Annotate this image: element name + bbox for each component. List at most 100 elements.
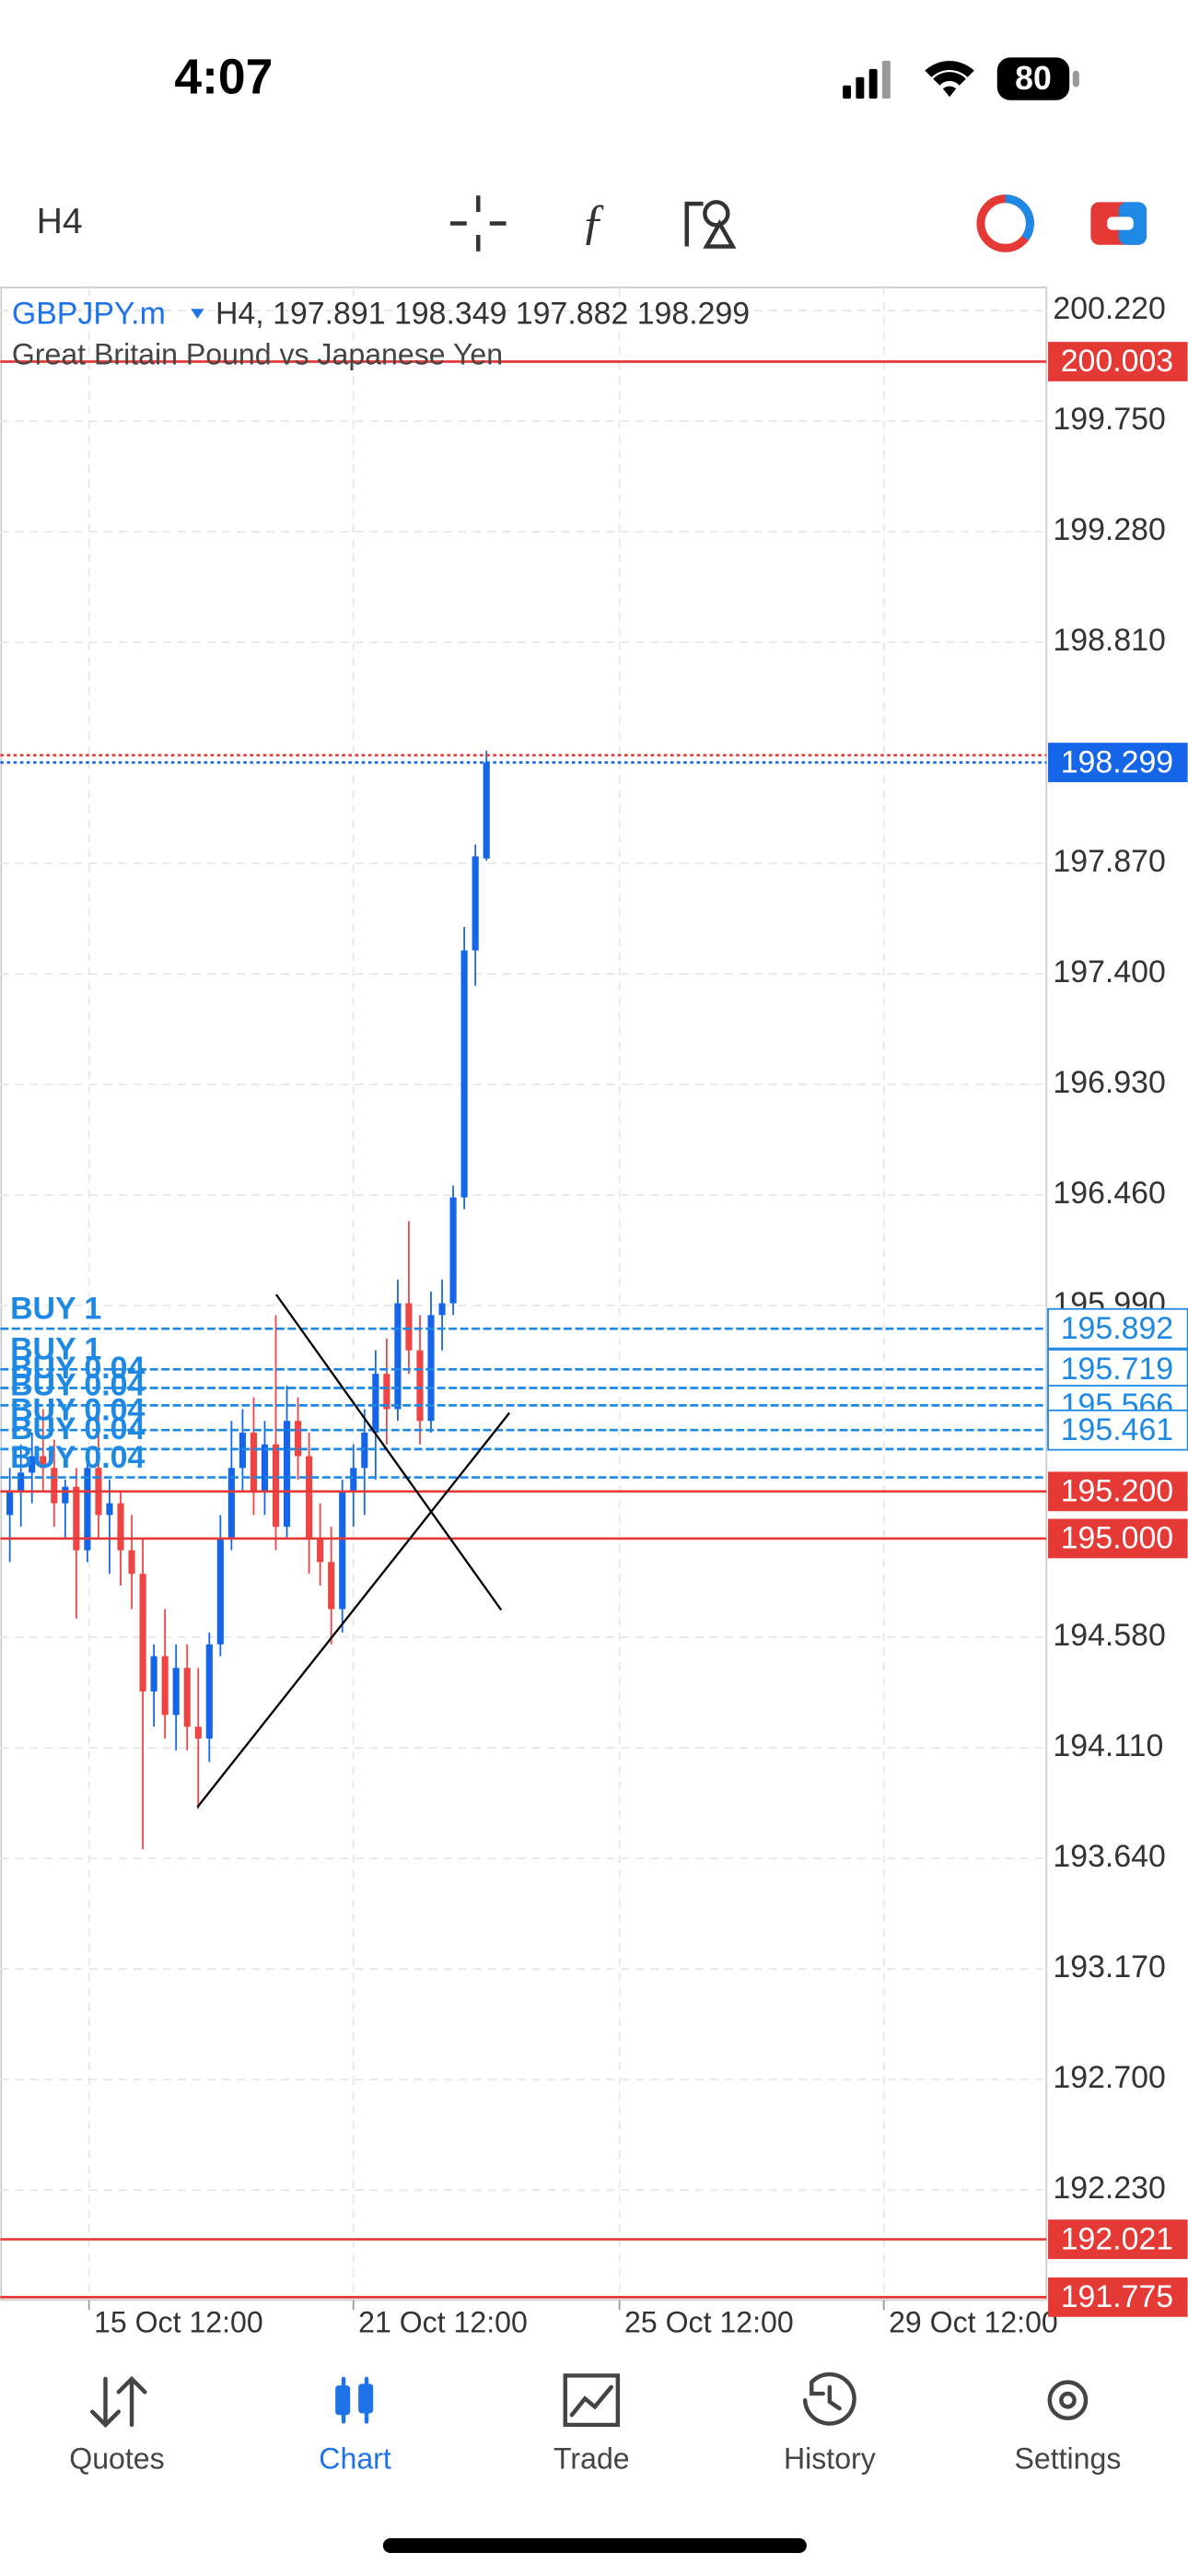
order-label[interactable]: BUY 0.04 — [10, 1368, 145, 1403]
bid-box — [1048, 743, 1188, 782]
candle-body — [394, 1303, 402, 1410]
candle-body — [150, 1656, 157, 1692]
y-tick-label: 193.640 — [1053, 1839, 1165, 1874]
y-tick-label: 193.170 — [1053, 1950, 1165, 1985]
order-price-label: 195.719 — [1061, 1352, 1173, 1387]
signal-icon — [843, 60, 891, 99]
objects-button[interactable] — [684, 200, 737, 249]
candle-body — [194, 1727, 202, 1739]
candle-body — [84, 1468, 91, 1551]
candle-body — [427, 1315, 435, 1422]
tab-icon — [90, 2375, 147, 2429]
candle-body — [250, 1433, 258, 1492]
y-tick-label: 192.230 — [1053, 2171, 1165, 2206]
tab-icon — [802, 2371, 856, 2426]
tab-3[interactable]: History — [784, 2371, 876, 2476]
candle-body — [73, 1486, 80, 1551]
status-time: 4:07 — [174, 51, 273, 105]
order-price-label: 195.461 — [1061, 1412, 1173, 1447]
y-tick-label: 197.870 — [1053, 844, 1165, 879]
tab-label[interactable]: Settings — [1014, 2442, 1121, 2476]
tab-label[interactable]: Chart — [319, 2442, 391, 2476]
y-tick-label: 198.810 — [1053, 623, 1165, 658]
timeframe-button[interactable]: H4 — [37, 201, 83, 241]
trend-line — [196, 1411, 511, 1809]
trade-signals-button[interactable] — [976, 194, 1034, 252]
tab-icon — [563, 2373, 621, 2428]
crosshair-button[interactable] — [449, 195, 507, 252]
candle-body — [383, 1374, 390, 1410]
price-level-box — [1048, 2219, 1188, 2259]
order-label[interactable]: BUY 0.04 — [10, 1440, 145, 1475]
tab-4[interactable]: Settings — [1014, 2380, 1121, 2476]
candle-body — [161, 1656, 169, 1715]
ohlc-info: H4, 197.891 198.349 197.882 198.299 — [215, 296, 750, 331]
candle-body — [438, 1303, 446, 1316]
candle-body — [62, 1486, 69, 1504]
tab-label[interactable]: Trade — [553, 2442, 630, 2476]
chart: 200.220 199.750 199.280 198.810 197.870 197.4… — [0, 287, 1188, 2339]
candle-body — [183, 1668, 191, 1727]
candle-body — [483, 762, 490, 859]
order-price-label: 195.892 — [1061, 1311, 1173, 1346]
y-tick-label: 196.930 — [1053, 1065, 1165, 1100]
candle-body — [106, 1503, 113, 1516]
y-tick-label: 200.220 — [1053, 291, 1165, 326]
candle-body — [51, 1468, 58, 1504]
order-label[interactable]: BUY 0.04 — [10, 1411, 145, 1446]
price-level-label: 195.000 — [1061, 1521, 1173, 1556]
candle-body — [449, 1197, 457, 1304]
candle-body — [172, 1668, 180, 1715]
price-level-box — [1048, 2277, 1188, 2317]
battery-icon: 80 — [996, 57, 1079, 100]
tab-label[interactable]: Quotes — [69, 2442, 164, 2476]
candle-body — [139, 1574, 146, 1692]
candle-body — [227, 1468, 235, 1539]
candle-body — [128, 1550, 135, 1575]
y-tick-label: 194.110 — [1053, 1728, 1163, 1763]
symbol-description: Great Britain Pound vs Japanese Yen — [12, 337, 503, 370]
order-label[interactable]: BUY 0.04 — [10, 1393, 145, 1428]
tab-1[interactable]: Chart — [319, 2376, 391, 2476]
candle-body — [405, 1303, 413, 1351]
x-tick-label: 15 Oct 12:00 — [94, 2306, 263, 2339]
order-price-box — [1047, 1307, 1188, 1350]
price-level-box — [1048, 342, 1188, 381]
candle-body — [306, 1456, 313, 1539]
candle-body — [216, 1538, 224, 1645]
candle-body — [40, 1456, 47, 1469]
y-tick-label: 192.700 — [1053, 2060, 1165, 2095]
candle-body — [6, 1491, 14, 1516]
price-level-label: 195.200 — [1061, 1474, 1173, 1509]
price-level-box — [1048, 1518, 1188, 1559]
price-level-label: 191.775 — [1061, 2279, 1173, 2314]
symbol-name[interactable]: GBPJPY.m — [12, 296, 166, 331]
candle-body — [372, 1374, 379, 1434]
price-level-label: 200.003 — [1061, 344, 1173, 379]
tab-2[interactable]: Trade — [553, 2373, 630, 2476]
candle-body — [350, 1468, 357, 1492]
tab-bar: Quotes Chart Trade History Settings — [69, 2371, 1121, 2476]
tab-0[interactable]: Quotes — [69, 2375, 165, 2476]
order-label[interactable]: BUY 0.04 — [10, 1351, 145, 1386]
tab-label[interactable]: History — [784, 2442, 876, 2476]
candle-body — [416, 1350, 424, 1422]
candle-body — [29, 1456, 36, 1473]
tab-icon — [1047, 2380, 1089, 2421]
one-click-button[interactable] — [1090, 202, 1147, 245]
home-indicator — [382, 2537, 807, 2554]
x-tick-label: 29 Oct 12:00 — [889, 2306, 1058, 2339]
bid-label: 198.299 — [1061, 744, 1173, 779]
candle-body — [472, 856, 479, 951]
indicators-button[interactable]: ƒ — [581, 193, 606, 249]
candle-body — [205, 1644, 213, 1739]
symbol-dropdown-icon[interactable] — [191, 309, 204, 319]
order-label[interactable]: BUY 1 — [10, 1332, 101, 1367]
battery-level: 80 — [1015, 60, 1052, 97]
order-label[interactable]: BUY 1 — [10, 1291, 101, 1326]
y-tick-label: 199.750 — [1053, 402, 1165, 437]
price-level-label: 192.021 — [1061, 2221, 1173, 2256]
order-price-box — [1047, 1409, 1188, 1451]
